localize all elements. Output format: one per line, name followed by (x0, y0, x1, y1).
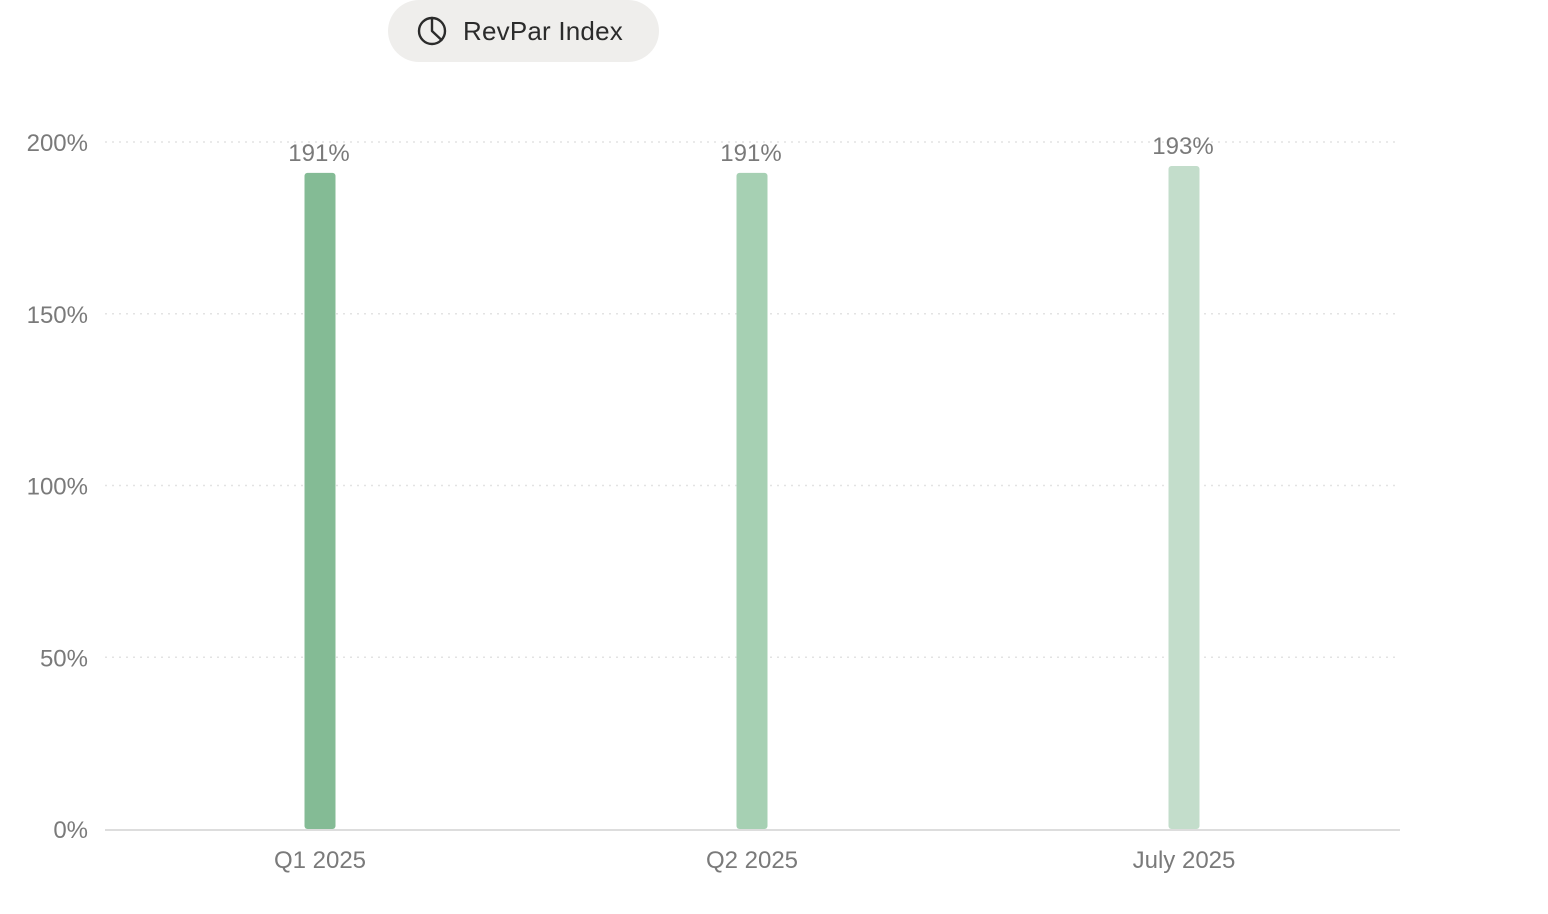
bar[interactable] (1168, 166, 1200, 830)
tab-label: RevPar Index (463, 15, 623, 46)
data-label: 191% (720, 140, 781, 167)
x-tick-label: Q1 2025 (274, 847, 366, 874)
bar[interactable] (736, 172, 768, 830)
y-axis-ticks: 0% 50% 100% 150% 200% (27, 130, 88, 844)
data-label: 193% (1152, 133, 1213, 160)
value-labels: 191% 191% 193% (288, 133, 1213, 167)
y-tick-label: 100% (27, 474, 88, 501)
y-tick-label: 200% (27, 130, 88, 157)
x-tick-label: July 2025 (1133, 847, 1236, 874)
y-tick-label: 50% (40, 645, 88, 672)
tab-revpar-index[interactable]: RevPar Index (388, 0, 659, 62)
y-tick-label: 150% (27, 302, 88, 329)
bar[interactable] (304, 172, 336, 830)
x-axis-ticks: Q1 2025 Q2 2025 July 2025 (274, 847, 1235, 874)
x-tick-label: Q2 2025 (706, 847, 798, 874)
pie-chart-icon (417, 16, 447, 46)
y-tick-label: 0% (53, 817, 88, 844)
data-label: 191% (288, 140, 349, 167)
bars (304, 166, 1200, 830)
